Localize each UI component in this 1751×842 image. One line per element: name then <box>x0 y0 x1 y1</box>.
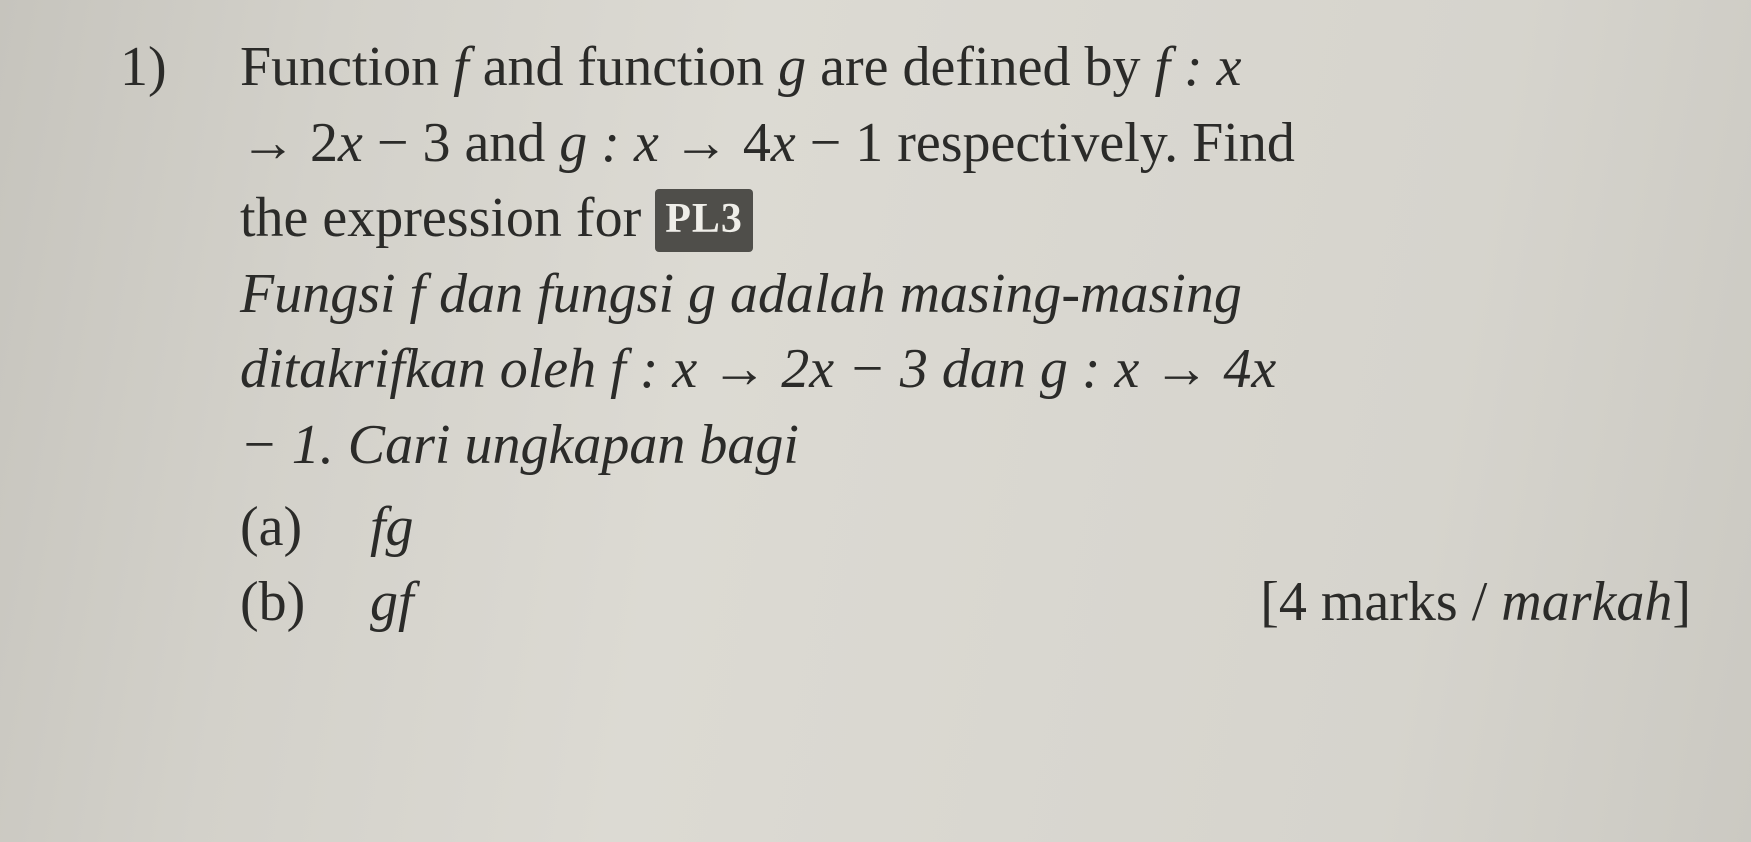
text: Function <box>240 36 453 98</box>
ms-line-3: − 1. Cari ungkapan bagi <box>240 408 1691 484</box>
expr-fx: f : x <box>1154 36 1241 98</box>
ms-line-1: Fungsi f dan fungsi g adalah masing-masi… <box>240 257 1691 333</box>
marks-italic: markah <box>1501 571 1672 633</box>
en-line-2: → 2x − 3 and g : x → 4x − 1 respectively… <box>240 106 1691 182</box>
text: the expression for <box>240 187 655 249</box>
part-a-text: fg <box>370 490 1691 566</box>
text: − 3 and <box>363 112 559 174</box>
en-line-3: the expression for PL3 <box>240 181 1691 257</box>
marks: [4 marks / markah] <box>414 565 1691 641</box>
ms-line-2: ditakrifkan oleh f : x → 2x − 3 dan g : … <box>240 332 1691 408</box>
part-b-text: gf <box>370 565 414 641</box>
page: 1) Function f and function g are defined… <box>0 0 1751 842</box>
marks-open: [4 marks / <box>1260 571 1501 633</box>
text: and function <box>469 36 778 98</box>
question-number: 1) <box>120 30 240 106</box>
text: − 1 respectively. Find <box>796 112 1295 174</box>
part-b-row: (b) gf [4 marks / markah] <box>240 565 1691 641</box>
part-a-label: (a) <box>240 490 370 566</box>
sub-parts: (a) fg (b) gf [4 marks / markah] <box>240 490 1691 641</box>
var-f: f <box>453 36 469 98</box>
part-b: (b) gf <box>240 565 414 641</box>
en-line-1: Function f and function g are defined by… <box>240 30 1691 106</box>
var-x: x <box>771 112 796 174</box>
part-b-label: (b) <box>240 565 370 641</box>
part-a: (a) fg <box>240 490 1691 566</box>
marks-close: ] <box>1672 571 1691 633</box>
question-body: Function f and function g are defined by… <box>240 30 1691 641</box>
question-block: 1) Function f and function g are defined… <box>120 30 1691 641</box>
text: → 2 <box>240 112 338 174</box>
pl-badge: PL3 <box>655 189 753 252</box>
expr-gx: g : x <box>559 112 659 174</box>
var-g: g <box>778 36 806 98</box>
text: are defined by <box>806 36 1154 98</box>
text: → 4 <box>659 112 771 174</box>
var-x: x <box>338 112 363 174</box>
